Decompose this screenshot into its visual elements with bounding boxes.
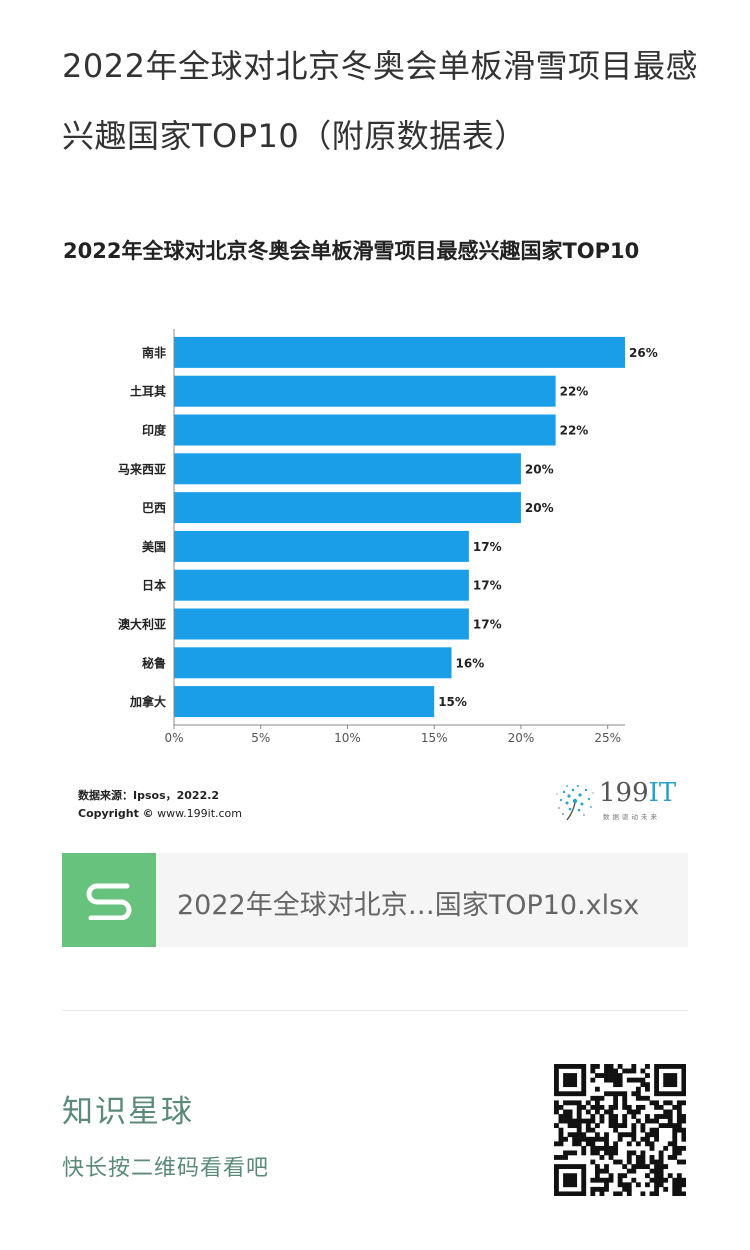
attachment-file-name[interactable]: 2022年全球对北京…国家TOP10.xlsx xyxy=(177,890,640,921)
x-tick-label: 5% xyxy=(251,731,270,745)
data-label: 22% xyxy=(560,424,589,438)
bar-4 xyxy=(174,492,521,524)
x-tick-label: 20% xyxy=(508,731,535,745)
bar-6 xyxy=(174,569,469,601)
data-label: 20% xyxy=(525,501,554,515)
brand-name: 199IT xyxy=(599,778,677,808)
x-tick-label: 10% xyxy=(334,731,361,745)
bar-2 xyxy=(174,414,556,446)
promo-subtitle: 快长按二维码看看吧 xyxy=(62,1156,270,1181)
category-label: 秘鲁 xyxy=(142,655,166,670)
x-tick-label: 0% xyxy=(164,731,183,745)
bar-5 xyxy=(174,530,469,562)
chart-card: 2022年全球对北京冬奥会单板滑雪项目最感兴趣国家TOP10 南非 26% 土耳其 2… xyxy=(55,225,705,835)
data-label: 17% xyxy=(473,618,502,632)
category-label: 土耳其 xyxy=(130,384,166,399)
data-label: 15% xyxy=(438,695,467,709)
bar-8 xyxy=(174,647,452,679)
section-divider xyxy=(62,1010,688,1011)
data-label: 26% xyxy=(629,346,658,360)
data-label: 22% xyxy=(560,385,589,399)
data-label: 20% xyxy=(525,462,554,476)
x-tick-label: 25% xyxy=(594,731,621,745)
bar-0 xyxy=(174,336,625,368)
bar-chart: 南非 26% 土耳其 22% 印度 22% 马来西亚 20% 巴西 20% 美国 17% 日本 17% 澳大… xyxy=(118,329,658,745)
brand-slogan: 数据驱动未来 xyxy=(603,813,660,821)
qr-code-icon[interactable] xyxy=(554,1064,686,1196)
attachment-file-card[interactable]: 2022年全球对北京…国家TOP10.xlsx xyxy=(62,853,688,947)
bar-1 xyxy=(174,375,556,407)
category-label: 澳大利亚 xyxy=(118,617,166,632)
category-label: 马来西亚 xyxy=(118,461,166,476)
dandelion-logo-icon xyxy=(556,785,594,821)
category-label: 南非 xyxy=(142,345,166,360)
bar-7 xyxy=(174,608,469,640)
data-label: 17% xyxy=(473,540,502,554)
copyright-label: Copyright © xyxy=(78,807,154,820)
x-tick-label: 15% xyxy=(421,731,448,745)
bar-9 xyxy=(174,686,435,718)
chart-title: 2022年全球对北京冬奥会单板滑雪项目最感兴趣国家TOP10 xyxy=(63,239,640,263)
bar-3 xyxy=(174,453,521,485)
data-label: 16% xyxy=(456,656,485,670)
category-label: 印度 xyxy=(142,423,167,438)
category-label: 日本 xyxy=(142,578,166,593)
category-label: 美国 xyxy=(142,539,166,554)
article-title: 2022年全球对北京冬奥会单板滑雪项目最感兴趣国家TOP10（附原数据表） xyxy=(62,47,698,156)
spreadsheet-s-icon xyxy=(62,853,156,947)
chart-copyright: Copyright © www.199it.com xyxy=(78,807,242,820)
category-label: 加拿大 xyxy=(129,694,166,709)
promo-title: 知识星球 xyxy=(62,1094,194,1130)
brand-logo: 199IT 数据驱动未来 xyxy=(553,778,683,824)
copyright-site: www.199it.com xyxy=(157,807,243,820)
category-label: 巴西 xyxy=(142,501,166,515)
chart-source: 数据来源：Ipsos，2022.2 xyxy=(78,789,220,802)
data-label: 17% xyxy=(473,579,502,593)
